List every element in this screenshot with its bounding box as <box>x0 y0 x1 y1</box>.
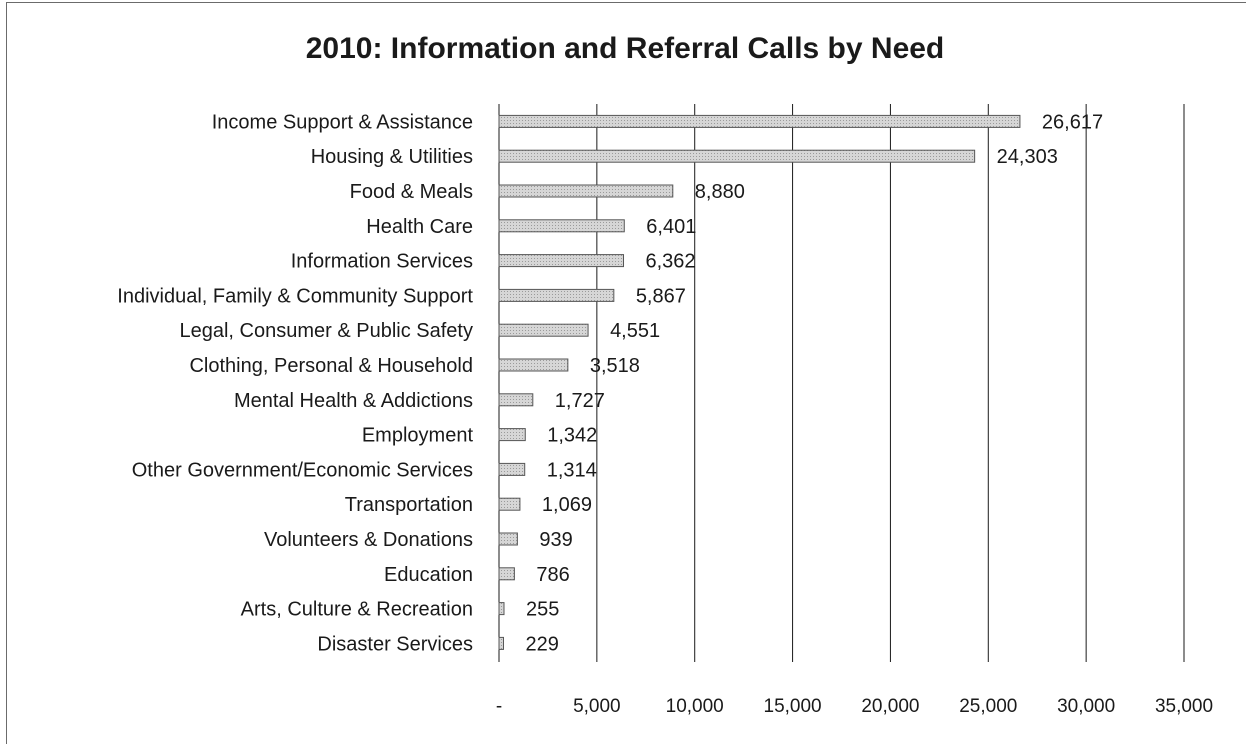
bar <box>498 428 526 442</box>
data-label: 24,303 <box>997 146 1058 168</box>
data-label: 255 <box>526 599 559 621</box>
x-tick-label: 15,000 <box>764 696 822 717</box>
data-label: 939 <box>539 529 572 551</box>
data-label: 1,069 <box>542 494 592 516</box>
data-label: 5,867 <box>636 285 686 307</box>
category-label: Information Services <box>291 251 473 273</box>
data-label: 3,518 <box>590 355 640 377</box>
category-label: Other Government/Economic Services <box>132 459 473 481</box>
category-label: Education <box>384 564 473 586</box>
category-label: Legal, Consumer & Public Safety <box>180 320 474 342</box>
bars <box>498 114 1021 650</box>
bar <box>498 532 518 546</box>
data-label: 26,617 <box>1042 111 1103 133</box>
x-tick-label: 35,000 <box>1155 696 1213 717</box>
bar <box>498 323 589 337</box>
category-label: Income Support & Assistance <box>212 111 473 133</box>
bar <box>498 602 505 616</box>
bar <box>498 114 1021 128</box>
chart-frame <box>6 2 1246 744</box>
data-label: 229 <box>525 633 558 655</box>
x-tick-label: 25,000 <box>959 696 1017 717</box>
bar <box>498 288 615 302</box>
category-label: Arts, Culture & Recreation <box>241 599 473 621</box>
bar <box>498 393 534 407</box>
category-label: Clothing, Personal & Household <box>189 355 473 377</box>
data-label: 786 <box>536 564 569 586</box>
x-tick-label: 5,000 <box>573 696 621 717</box>
data-label: 1,727 <box>555 390 605 412</box>
data-label: 1,342 <box>547 425 597 447</box>
bar <box>498 636 504 650</box>
labels: - 5,000 10,000 15,000 20,000 25,000 30,000 35,0… <box>117 111 1213 717</box>
category-label: Individual, Family & Community Support <box>117 285 473 307</box>
x-tick-label: 30,000 <box>1057 696 1115 717</box>
category-label: Food & Meals <box>350 181 473 203</box>
category-label: Employment <box>362 425 474 447</box>
data-label: 6,401 <box>646 216 696 238</box>
category-label: Housing & Utilities <box>311 146 473 168</box>
x-tick-label: 20,000 <box>861 696 919 717</box>
category-label: Disaster Services <box>317 633 473 655</box>
category-label: Mental Health & Addictions <box>234 390 473 412</box>
bar <box>498 254 625 268</box>
category-label: Transportation <box>345 494 473 516</box>
bar <box>498 497 521 511</box>
bar <box>498 462 526 476</box>
category-label: Health Care <box>366 216 473 238</box>
bar <box>498 149 976 163</box>
x-tick-label: 10,000 <box>666 696 724 717</box>
bar <box>498 219 625 233</box>
x-tick-label: - <box>496 696 502 717</box>
data-label: 4,551 <box>610 320 660 342</box>
data-label: 8,880 <box>695 181 745 203</box>
bar <box>498 567 515 581</box>
data-label: 1,314 <box>547 459 597 481</box>
bar <box>498 184 674 198</box>
bar <box>498 358 569 372</box>
category-label: Volunteers & Donations <box>264 529 473 551</box>
data-label: 6,362 <box>646 251 696 273</box>
chart-title: 2010: Information and Referral Calls by … <box>305 32 945 65</box>
